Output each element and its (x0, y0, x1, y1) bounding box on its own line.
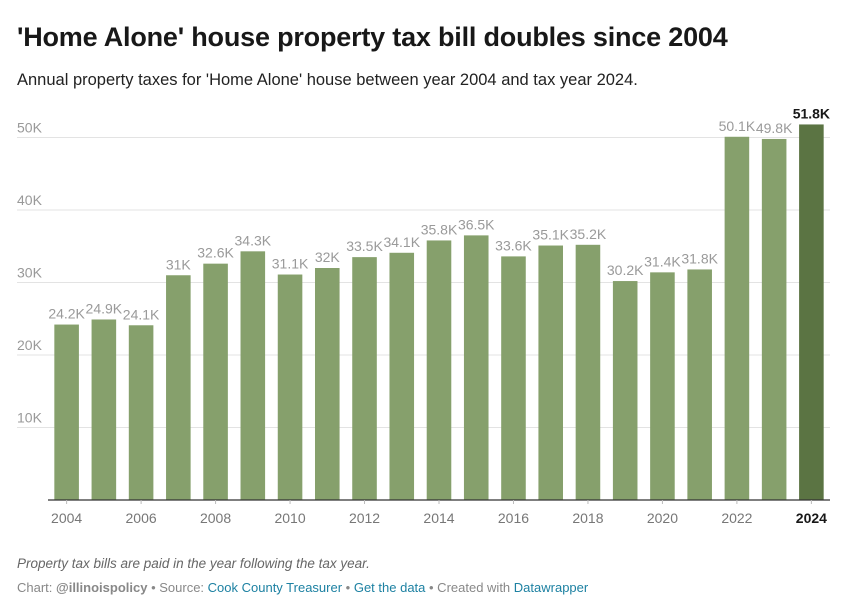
x-tick-label: 2006 (126, 510, 157, 526)
value-label: 49.8K (756, 120, 793, 136)
chart-footer: Chart: @illinoispolicy • Source: Cook Co… (17, 580, 588, 595)
datawrapper-link[interactable]: Datawrapper (513, 580, 589, 595)
bar (426, 240, 452, 500)
bars (54, 124, 824, 500)
value-label: 32K (315, 249, 341, 265)
y-tick-label: 20K (17, 337, 43, 353)
bar (650, 272, 675, 500)
x-axis: 2004 2006 2008 2010 2012 2014 2016 2018 2020 2022… (48, 499, 830, 526)
x-tick-label: 2004 (51, 510, 82, 526)
footer-sep-created: • Created with (425, 580, 514, 595)
value-label: 33.5K (346, 238, 383, 254)
value-label: 31K (166, 256, 192, 272)
x-tick-label: 2010 (274, 510, 305, 526)
value-label: 31.8K (681, 250, 718, 266)
bar (724, 136, 750, 500)
bar (389, 252, 415, 500)
value-label: 24.9K (86, 300, 123, 316)
footer-sep: • (342, 580, 354, 595)
y-tick-label: 50K (17, 120, 43, 136)
bar (761, 138, 787, 500)
chart-subtitle: Annual property taxes for 'Home Alone' h… (17, 71, 638, 89)
bar (166, 275, 191, 500)
value-label: 24.2K (48, 306, 85, 322)
bar (352, 257, 377, 500)
value-label: 51.8K (793, 105, 830, 121)
bar (277, 274, 303, 500)
value-label: 50.1K (719, 118, 756, 134)
bar (575, 244, 601, 500)
value-label: 33.6K (495, 237, 532, 253)
bar (203, 263, 228, 500)
bar (314, 268, 340, 500)
x-tick-label: 2016 (498, 510, 529, 526)
chart-notes: Property tax bills are paid in the year … (17, 556, 370, 571)
source-link[interactable]: Cook County Treasurer (207, 580, 343, 595)
bar (501, 256, 526, 500)
x-tick-label: 2024 (796, 510, 827, 526)
bar (54, 324, 79, 500)
bar (128, 325, 154, 500)
bar (612, 281, 638, 500)
value-label: 35.1K (532, 227, 569, 243)
y-tick-label: 30K (17, 265, 43, 281)
value-label: 35.8K (421, 221, 458, 237)
y-tick-label: 10K (17, 410, 43, 426)
footer-sep-source: • Source: (147, 580, 208, 595)
bar (799, 124, 824, 500)
value-label: 34.3K (235, 232, 272, 248)
value-label: 31.4K (644, 253, 681, 269)
bar (463, 235, 489, 500)
footer-author: @illinoispolicy (56, 580, 148, 595)
value-label: 31.1K (272, 256, 309, 272)
get-data-link[interactable]: Get the data (353, 580, 426, 595)
x-tick-label: 2012 (349, 510, 380, 526)
x-tick-label: 2008 (200, 510, 231, 526)
value-label: 30.2K (607, 262, 644, 278)
value-label: 32.6K (197, 245, 234, 261)
x-tick-label: 2020 (647, 510, 678, 526)
y-tick-label: 40K (17, 192, 43, 208)
bar (538, 245, 564, 500)
footer-chart-prefix: Chart: (17, 580, 53, 595)
value-label: 34.1K (383, 234, 420, 250)
x-tick-label: 2018 (572, 510, 603, 526)
value-label: 35.2K (570, 226, 607, 242)
value-label: 36.5K (458, 216, 495, 232)
value-label: 24.1K (123, 306, 160, 322)
bar (91, 319, 117, 500)
bar (687, 269, 712, 500)
bar (240, 251, 266, 500)
x-tick-label: 2014 (423, 510, 454, 526)
chart-title: 'Home Alone' house property tax bill dou… (17, 22, 728, 52)
x-tick-label: 2022 (721, 510, 752, 526)
